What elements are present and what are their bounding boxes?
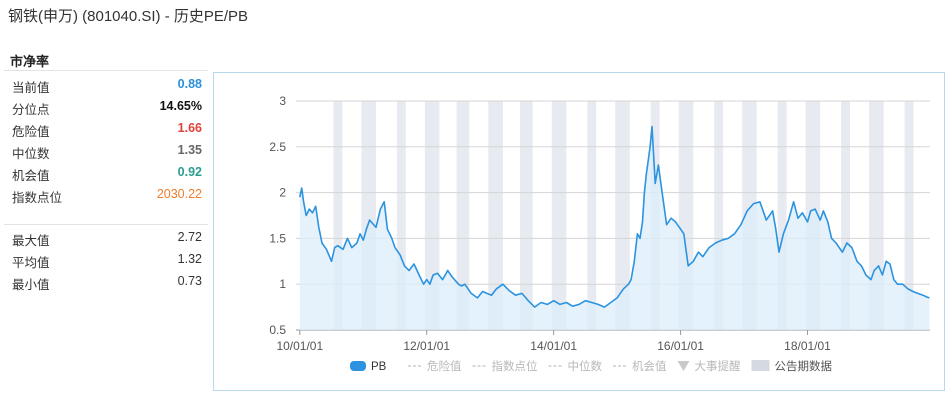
report-period-band — [904, 101, 914, 330]
report-period-band — [714, 101, 724, 330]
y-tick-label: 2.5 — [269, 140, 286, 154]
stats-divider — [4, 70, 208, 71]
x-tick-label: 12/01/01 — [403, 339, 450, 353]
legend-item-median[interactable]: 中位数 — [548, 359, 603, 373]
pb-series-area — [299, 126, 930, 330]
y-tick-label: 0.5 — [269, 323, 286, 337]
valuation-stats-panel: 市净率 当前值 0.88 分位点 14.65% 危险值 1.66 中位数 1.3… — [0, 44, 208, 294]
stat-row-median: 中位数 1.35 — [0, 140, 208, 162]
stat-label: 最大值 — [12, 234, 50, 248]
stat-label: 分位点 — [12, 103, 50, 117]
stat-label: 最小值 — [12, 278, 50, 292]
stat-row-current: 当前值 0.88 — [0, 74, 208, 96]
report-period-band — [396, 101, 406, 330]
stat-value-current: 0.88 — [177, 77, 202, 91]
report-period-band — [615, 101, 630, 330]
y-tick-label: 1.5 — [269, 231, 286, 245]
x-tick-label: 10/01/01 — [276, 339, 323, 353]
report-period-band — [456, 101, 470, 330]
y-tick-label: 1 — [279, 277, 286, 291]
stat-row-chance: 机会值 0.92 — [0, 162, 208, 184]
report-period-band — [488, 101, 503, 330]
x-tick-label: 14/01/01 — [530, 339, 577, 353]
stat-label: 指数点位 — [12, 191, 63, 205]
legend-label: 大事提醒 — [695, 359, 741, 373]
pb-series-line[interactable] — [299, 125, 930, 308]
legend-item-chance[interactable]: 机会值 — [613, 359, 667, 373]
stat-label: 当前值 — [12, 81, 50, 95]
legend-item-index[interactable]: 指数点位 — [472, 359, 538, 373]
stat-value-min: 0.73 — [177, 274, 202, 288]
stat-value-danger: 1.66 — [177, 121, 202, 135]
stat-value-chance: 0.92 — [177, 165, 202, 179]
pb-legend-swatch — [350, 361, 366, 371]
stat-value-median: 1.35 — [177, 143, 202, 157]
pb-history-chart-panel: 0.5 1 1.5 2 2.5 3 10/01/01 12/01/01 14/01/01 16/0… — [213, 72, 945, 391]
stat-label: 危险值 — [12, 125, 50, 139]
legend-label: 公告期数据 — [775, 359, 833, 373]
report-period-band — [841, 101, 851, 330]
stat-label: 机会值 — [12, 169, 50, 183]
legend-item-danger[interactable]: 危险值 — [408, 359, 462, 373]
page-title: 钢铁(申万) (801040.SI) - 历史PE/PB — [8, 8, 249, 25]
report-period-band — [551, 101, 567, 330]
events-legend-triangle-icon — [677, 361, 690, 371]
report-period-band — [520, 101, 533, 330]
stat-label: 中位数 — [12, 147, 50, 161]
stat-label: 平均值 — [12, 256, 50, 270]
legend-label: 危险值 — [427, 359, 462, 373]
legend-item-reports[interactable]: 公告期数据 — [751, 359, 833, 373]
report-period-band — [777, 101, 787, 330]
report-period-band — [587, 101, 597, 330]
legend-item-events[interactable]: 大事提醒 — [677, 359, 741, 373]
stat-row-index-points: 指数点位 2030.22 — [0, 184, 208, 206]
stat-value-average: 1.32 — [177, 252, 202, 266]
stat-row-percentile: 分位点 14.65% — [0, 96, 208, 118]
legend-label: PB — [371, 361, 387, 373]
legend-label: 指数点位 — [492, 359, 538, 373]
x-tick-label: 18/01/01 — [784, 339, 831, 353]
pb-history-chart[interactable]: 0.5 1 1.5 2 2.5 3 10/01/01 12/01/01 14/01/01 16/0… — [214, 73, 944, 390]
legend-item-pb[interactable]: PB — [350, 361, 387, 373]
report-period-band — [333, 101, 343, 330]
x-tick-label: 16/01/01 — [657, 339, 704, 353]
stat-row-min: 最小值 0.73 — [0, 271, 208, 293]
stat-row-danger: 危险值 1.66 — [0, 118, 208, 140]
legend-label: 机会值 — [632, 359, 667, 373]
y-tick-label: 2 — [279, 186, 286, 200]
stat-row-average: 平均值 1.32 — [0, 249, 208, 271]
reports-legend-swatch — [751, 360, 770, 371]
stat-value-percentile: 14.65% — [159, 99, 202, 113]
stats-heading: 市净率 — [10, 54, 50, 69]
stat-value-max: 2.72 — [177, 230, 202, 244]
y-tick-label: 3 — [279, 94, 286, 108]
report-period-band — [424, 101, 440, 330]
stat-value-index-points: 2030.22 — [156, 187, 202, 201]
stat-row-max: 最大值 2.72 — [0, 227, 208, 249]
legend-label: 中位数 — [568, 359, 603, 373]
stats-divider — [4, 224, 208, 225]
